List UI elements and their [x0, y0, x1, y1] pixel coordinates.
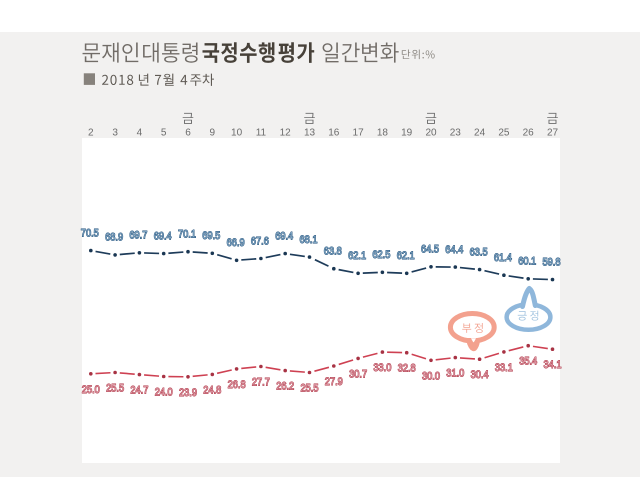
svg-text:30.4: 30.4 — [471, 369, 489, 381]
svg-text:68.9: 68.9 — [105, 232, 123, 244]
svg-text:4: 4 — [137, 127, 143, 138]
svg-text:26.2: 26.2 — [276, 381, 294, 393]
svg-text:66.9: 66.9 — [227, 237, 245, 249]
svg-text:24.8: 24.8 — [203, 384, 221, 396]
svg-text:62.1: 62.1 — [397, 250, 415, 262]
svg-text:67.6: 67.6 — [251, 235, 269, 247]
svg-text:30.7: 30.7 — [349, 368, 367, 380]
svg-text:19: 19 — [401, 127, 413, 138]
svg-text:9: 9 — [210, 127, 216, 138]
svg-text:60.1: 60.1 — [518, 256, 536, 268]
svg-text:24: 24 — [474, 127, 486, 138]
svg-text:34.1: 34.1 — [544, 359, 562, 371]
svg-text:31.0: 31.0 — [446, 368, 464, 380]
svg-text:70.1: 70.1 — [178, 229, 196, 241]
svg-text:63.8: 63.8 — [324, 246, 342, 258]
svg-text:70.5: 70.5 — [81, 227, 99, 239]
svg-text:30.0: 30.0 — [422, 370, 440, 382]
svg-text:5: 5 — [161, 127, 167, 138]
svg-text:64.4: 64.4 — [445, 244, 463, 256]
svg-text:69.5: 69.5 — [202, 230, 220, 242]
svg-text:62.5: 62.5 — [372, 249, 390, 261]
svg-text:18: 18 — [377, 127, 389, 138]
svg-text:2: 2 — [88, 127, 94, 138]
svg-text:23.9: 23.9 — [179, 387, 197, 399]
svg-text:16: 16 — [328, 127, 340, 138]
svg-text:27.7: 27.7 — [252, 377, 270, 389]
svg-text:10: 10 — [231, 127, 243, 138]
svg-text:12: 12 — [280, 127, 292, 138]
svg-text:27: 27 — [547, 127, 559, 138]
svg-text:20: 20 — [425, 127, 437, 138]
svg-text:32.8: 32.8 — [398, 363, 416, 375]
svg-text:17: 17 — [353, 127, 365, 138]
svg-text:25.5: 25.5 — [106, 383, 124, 395]
svg-text:24.7: 24.7 — [130, 385, 148, 397]
svg-text:69.4: 69.4 — [154, 230, 172, 242]
svg-text:25: 25 — [498, 127, 510, 138]
svg-text:64.5: 64.5 — [421, 244, 439, 256]
svg-text:27.9: 27.9 — [325, 376, 343, 388]
svg-text:23: 23 — [450, 127, 462, 138]
svg-text:13: 13 — [304, 127, 316, 138]
svg-text:26: 26 — [523, 127, 535, 138]
svg-text:24.0: 24.0 — [155, 387, 173, 399]
svg-text:59.8: 59.8 — [543, 256, 561, 268]
svg-text:25.0: 25.0 — [82, 384, 100, 396]
svg-text:33.1: 33.1 — [495, 362, 513, 374]
svg-text:25.5: 25.5 — [301, 383, 319, 395]
svg-text:3: 3 — [112, 127, 118, 138]
svg-text:62.1: 62.1 — [348, 250, 366, 262]
svg-text:6: 6 — [185, 127, 191, 138]
svg-text:68.1: 68.1 — [300, 234, 318, 246]
svg-text:69.7: 69.7 — [129, 230, 147, 242]
svg-text:61.4: 61.4 — [494, 252, 512, 264]
svg-text:35.4: 35.4 — [519, 356, 537, 368]
svg-text:69.4: 69.4 — [275, 230, 293, 242]
svg-text:33.0: 33.0 — [373, 362, 391, 374]
svg-text:11: 11 — [256, 127, 267, 138]
svg-text:26.8: 26.8 — [228, 379, 246, 391]
svg-text:63.5: 63.5 — [470, 246, 488, 258]
